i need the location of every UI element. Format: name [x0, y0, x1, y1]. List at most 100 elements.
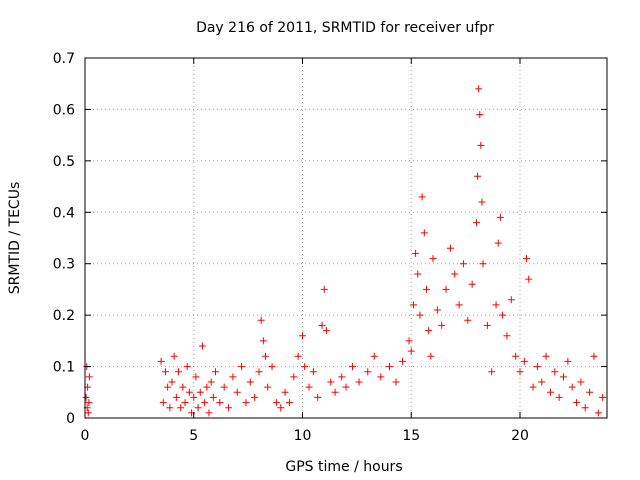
data-point	[251, 393, 259, 401]
data-point	[478, 198, 486, 206]
data-point	[399, 357, 407, 365]
data-point	[262, 352, 270, 360]
data-point	[233, 388, 241, 396]
data-point	[301, 363, 309, 371]
data-point	[314, 393, 322, 401]
data-point	[416, 311, 424, 319]
data-point	[212, 368, 219, 376]
data-point	[170, 352, 178, 360]
y-tick-label: 0.3	[53, 257, 75, 273]
y-tick-label: 0.1	[53, 360, 75, 376]
data-point	[159, 399, 167, 407]
data-point	[198, 342, 206, 350]
data-point	[327, 378, 335, 386]
x-tick-label: 5	[189, 428, 198, 444]
data-point	[427, 352, 435, 360]
data-point	[422, 285, 430, 293]
x-tick-label: 0	[81, 428, 90, 444]
data-point	[85, 399, 93, 407]
data-point	[459, 260, 467, 268]
data-point	[594, 409, 602, 417]
y-tick-label: 0.6	[53, 102, 75, 118]
x-tick-label: 20	[511, 428, 529, 444]
data-point	[433, 306, 441, 314]
data-point	[529, 383, 537, 391]
data-point	[429, 255, 437, 263]
y-tick-label: 0.2	[53, 308, 75, 324]
y-tick-label: 0.4	[53, 205, 75, 221]
y-tick-label: 0	[66, 411, 75, 427]
data-point	[277, 404, 285, 412]
data-point	[85, 373, 93, 381]
data-point	[331, 388, 339, 396]
data-point	[392, 378, 400, 386]
data-point	[322, 327, 330, 335]
data-point	[166, 404, 174, 412]
data-point	[272, 399, 280, 407]
data-point	[425, 327, 433, 335]
data-point	[488, 368, 496, 376]
axis-ticks: 0 5 10 15 20 0 0.1 0.2 0.3 0.4 0.5 0.6 0.7	[53, 51, 607, 444]
data-point	[196, 388, 204, 396]
data-point	[161, 368, 169, 376]
data-point	[473, 219, 480, 227]
data-point	[242, 399, 250, 407]
data-point	[318, 321, 326, 329]
data-point	[560, 373, 567, 381]
data-point	[483, 321, 491, 329]
data-point	[290, 373, 298, 381]
data-point	[294, 352, 302, 360]
data-point	[499, 311, 507, 319]
data-point	[581, 404, 589, 412]
data-point	[246, 378, 254, 386]
data-point	[203, 383, 211, 391]
data-point	[268, 363, 276, 371]
data-point	[255, 368, 263, 376]
data-point	[220, 383, 228, 391]
x-tick-label: 10	[294, 428, 312, 444]
data-point	[190, 393, 198, 401]
data-point	[455, 301, 463, 309]
data-point	[405, 337, 413, 345]
data-point	[546, 388, 554, 396]
data-point	[492, 301, 500, 309]
data-point	[542, 352, 550, 360]
data-point	[320, 285, 328, 293]
x-axis-label: GPS time / hours	[285, 459, 402, 475]
data-point	[264, 383, 272, 391]
data-point	[179, 383, 187, 391]
data-point	[418, 193, 426, 201]
data-point	[207, 378, 215, 386]
data-point	[209, 393, 217, 401]
data-point	[420, 229, 428, 237]
data-point	[342, 383, 350, 391]
data-point	[82, 393, 90, 401]
data-point	[299, 332, 306, 340]
data-point	[496, 213, 504, 221]
data-point	[442, 285, 450, 293]
data-point	[157, 357, 165, 365]
data-point	[438, 321, 446, 329]
data-point	[349, 363, 357, 371]
data-point	[257, 316, 265, 324]
data-point	[468, 280, 476, 288]
data-point	[168, 378, 176, 386]
data-point	[503, 332, 511, 340]
data-points	[82, 85, 607, 417]
data-point	[183, 363, 191, 371]
data-point	[586, 388, 594, 396]
data-point	[229, 373, 237, 381]
data-point	[185, 388, 193, 396]
data-point	[477, 141, 485, 149]
y-axis-label: SRMTID / TECUs	[7, 182, 23, 295]
data-point	[577, 378, 585, 386]
data-point	[225, 404, 233, 412]
data-point	[476, 111, 484, 119]
x-tick-label: 15	[402, 428, 420, 444]
data-point	[370, 352, 378, 360]
chart-title: Day 216 of 2011, SRMTID for receiver ufp…	[196, 20, 494, 36]
data-point	[216, 399, 224, 407]
data-point	[285, 399, 293, 407]
data-point	[516, 368, 524, 376]
